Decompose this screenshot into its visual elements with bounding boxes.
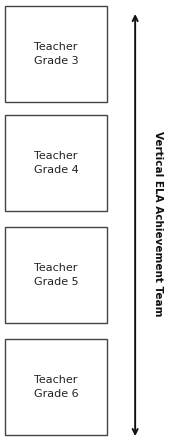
Text: Teacher
Grade 6: Teacher Grade 6 [34,375,78,399]
Text: Vertical ELA Achievement Team: Vertical ELA Achievement Team [153,131,163,316]
Text: Teacher
Grade 5: Teacher Grade 5 [34,263,78,287]
Bar [5,227,107,323]
Text: Teacher
Grade 4: Teacher Grade 4 [34,151,79,175]
Bar [5,339,107,434]
Text: Teacher
Grade 3: Teacher Grade 3 [34,42,78,66]
Bar [5,115,107,211]
Bar [5,5,107,102]
